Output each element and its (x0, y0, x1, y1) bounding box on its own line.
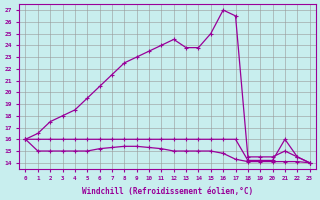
X-axis label: Windchill (Refroidissement éolien,°C): Windchill (Refroidissement éolien,°C) (82, 187, 253, 196)
